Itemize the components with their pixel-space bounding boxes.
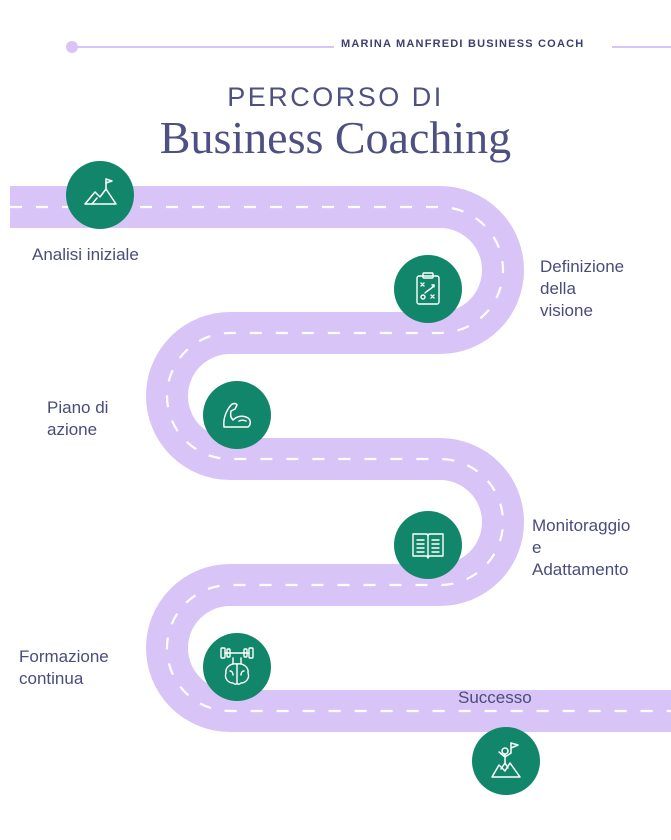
- header-dot: [66, 41, 78, 53]
- mountain-flag-icon: [66, 161, 134, 229]
- step-label-formazione: Formazione continua: [19, 647, 109, 688]
- step-label-successo: Successo: [458, 688, 532, 707]
- step-label-definizione: Definizione della visione: [540, 257, 625, 320]
- step-label-analisi: Analisi iniziale: [32, 245, 139, 264]
- road-center-dashes: [10, 205, 671, 713]
- strategy-clipboard-icon: [394, 255, 462, 323]
- open-book-icon: [394, 511, 462, 579]
- header-line-right: [612, 46, 671, 48]
- title-line-1: PERCORSO DI: [227, 82, 444, 112]
- title-line-2: Business Coaching: [159, 112, 512, 163]
- brain-dumbbell-icon: [203, 633, 271, 701]
- flexed-arm-icon: [203, 381, 271, 449]
- summit-flag-icon: [472, 727, 540, 795]
- step-label-piano: Piano di azione: [47, 398, 109, 439]
- step-label-monitoraggio: Monitoraggio e Adattamento: [532, 516, 631, 579]
- brand-name: MARINA MANFREDI BUSINESS COACH: [341, 38, 585, 50]
- header-line-left: [72, 46, 334, 48]
